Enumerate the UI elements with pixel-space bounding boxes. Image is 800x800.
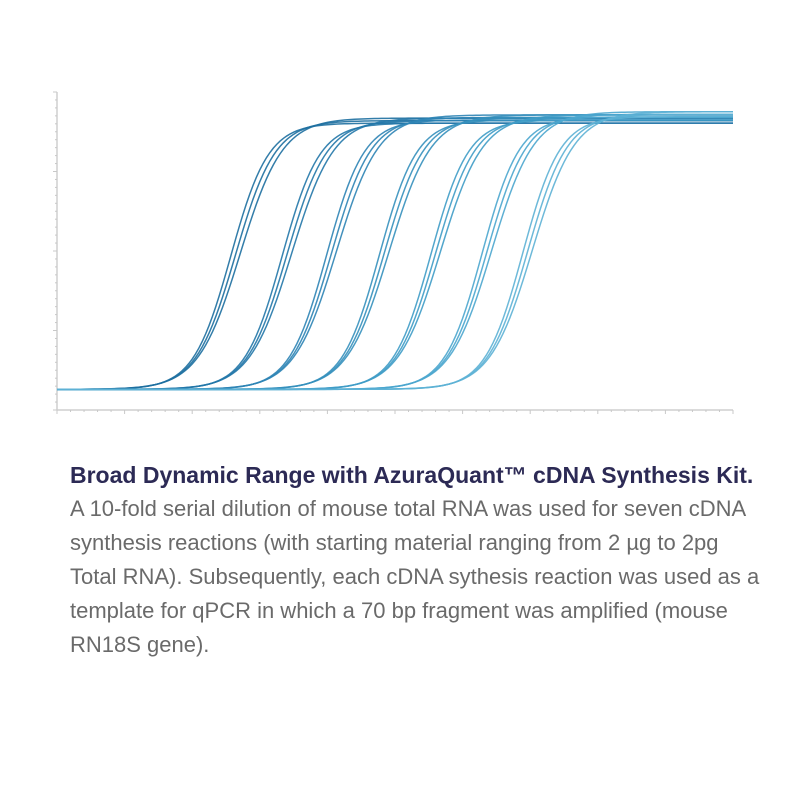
amplification-curve <box>57 122 733 391</box>
caption-body: A 10-fold serial dilution of mouse total… <box>70 496 760 657</box>
amplification-curve <box>57 114 733 391</box>
amplification-curve <box>57 114 733 391</box>
amplification-curve <box>57 113 733 391</box>
amplification-curve <box>57 113 733 391</box>
caption-title: Broad Dynamic Range with AzuraQuant™ cDN… <box>70 462 754 488</box>
amplification-curve <box>57 116 733 391</box>
amplification-curve <box>57 119 733 391</box>
amplification-curve <box>57 116 733 391</box>
amplification-curve <box>57 119 733 391</box>
amplification-curve <box>57 117 733 391</box>
amplification-curve <box>56 119 733 391</box>
amplification-curve <box>57 110 733 391</box>
amplification-curve <box>57 116 733 391</box>
amplification-curve <box>57 119 733 391</box>
amplification-curve <box>57 119 733 391</box>
amplification-curve <box>57 116 733 391</box>
amplification-curves <box>56 110 733 391</box>
figure-caption: Broad Dynamic Range with AzuraQuant™ cDN… <box>70 458 770 662</box>
amplification-curve <box>57 122 733 391</box>
amplification-plot <box>53 91 734 414</box>
amplification-curve <box>57 116 733 391</box>
amplification-curve <box>57 114 733 391</box>
amplification-curve <box>57 110 733 391</box>
amplification-curve <box>57 117 733 391</box>
plot-axes <box>53 91 734 414</box>
